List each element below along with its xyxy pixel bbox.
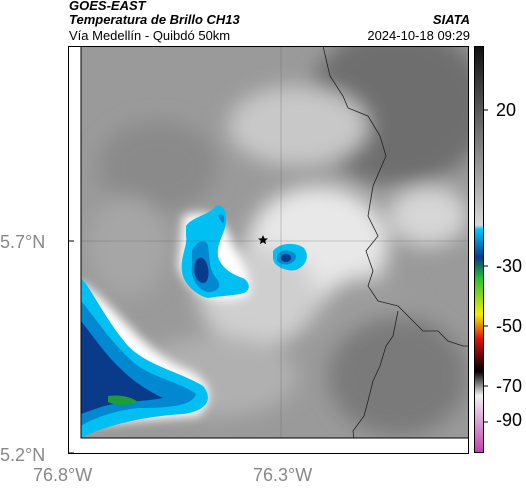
temperature-colorbar [474, 46, 488, 453]
timestamp-label: 2024-10-18 09:29 [367, 28, 470, 43]
longitude-label-76-8: 76.8°W [33, 465, 93, 485]
colorbar-tick-neg70: -70 [496, 376, 523, 396]
colorbar-tick-neg50: -50 [496, 316, 523, 336]
cold-cloud-west [81, 278, 208, 438]
brand-label: SIATA [432, 12, 470, 27]
coastline [352, 310, 399, 438]
department-border [322, 46, 469, 347]
colorbar-tick-neg30: -30 [496, 256, 523, 276]
latitude-label-5-7: 5.7°N [0, 232, 46, 252]
source-title: GOES-EAST [69, 0, 146, 13]
latitude-label-5-2: 5.2°N [0, 445, 46, 465]
longitude-label-76-3: 76.3°W [253, 465, 313, 485]
star-icon [258, 235, 268, 245]
cloud-field [81, 46, 469, 438]
cold-cloud-center [181, 205, 249, 298]
product-title: Temperatura de Brillo CH13 [69, 12, 240, 27]
satellite-map [68, 46, 469, 454]
cold-cloud-east [273, 243, 307, 271]
colorbar-tick-neg90: -90 [496, 410, 523, 430]
route-subtitle: Vía Medellín - Quibdó 50km [69, 28, 231, 43]
colorbar-tick-20: 20 [496, 100, 517, 120]
